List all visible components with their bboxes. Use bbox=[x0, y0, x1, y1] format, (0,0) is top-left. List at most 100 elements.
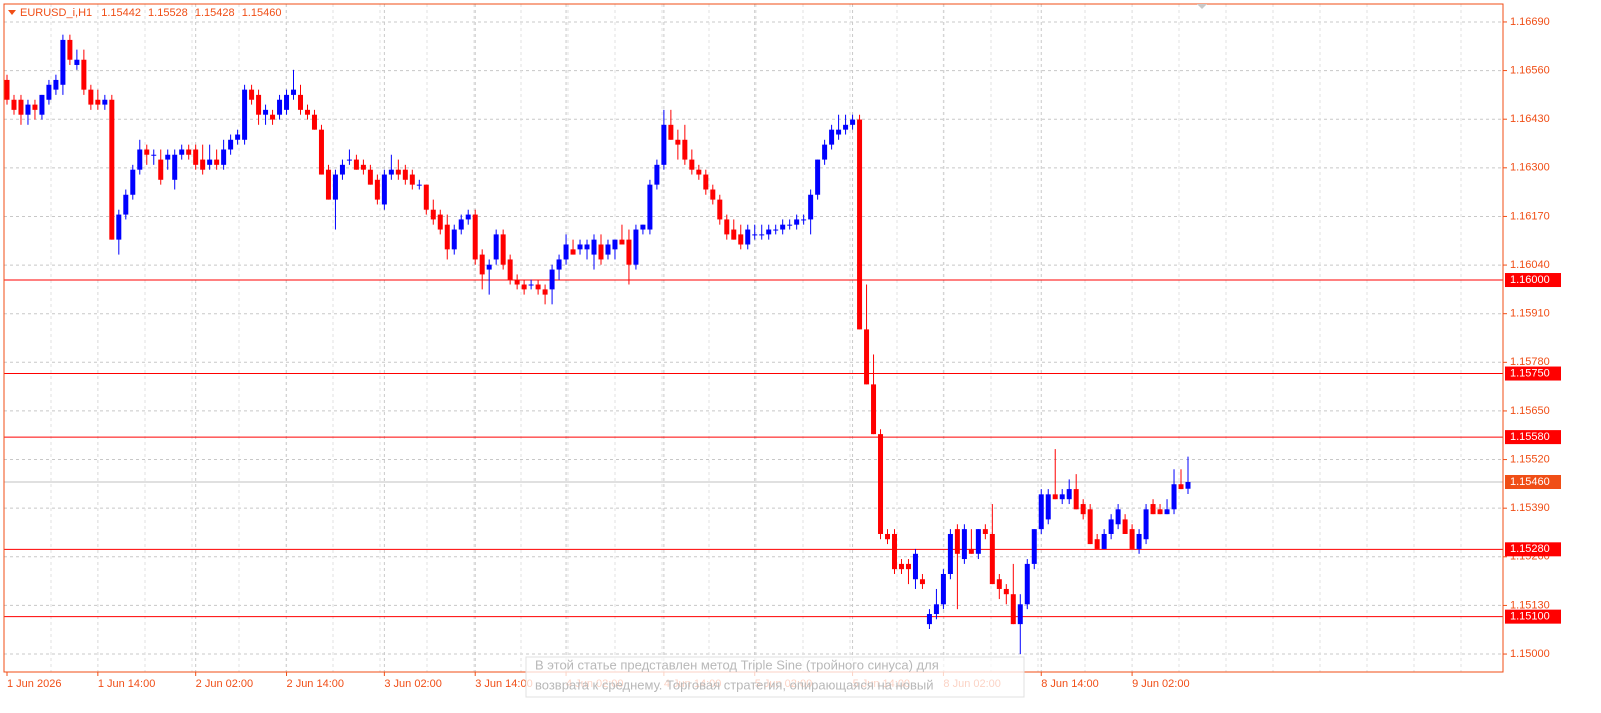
candle-body bbox=[926, 614, 932, 625]
candle-body bbox=[67, 39, 73, 60]
candle-body bbox=[102, 99, 108, 105]
candle-body bbox=[116, 214, 122, 240]
candle-body bbox=[486, 264, 492, 270]
candle-body bbox=[353, 159, 359, 170]
candle-body bbox=[982, 529, 988, 534]
y-tick-label: 1.16430 bbox=[1510, 113, 1550, 125]
candle-body bbox=[1143, 509, 1149, 540]
candle-body bbox=[472, 214, 478, 260]
candle-body bbox=[109, 99, 115, 240]
level-label: 1.15100 bbox=[1510, 611, 1550, 623]
candle-body bbox=[332, 174, 338, 200]
candle-body bbox=[905, 563, 911, 570]
candle-body bbox=[130, 169, 136, 195]
candle-body bbox=[193, 149, 199, 165]
candle-body bbox=[1164, 509, 1170, 515]
candle-body bbox=[1038, 494, 1044, 530]
candle-body bbox=[724, 219, 730, 235]
y-tick-label: 1.16560 bbox=[1510, 64, 1550, 76]
candle-body bbox=[53, 79, 59, 90]
candle-body bbox=[346, 159, 352, 161]
candle-body bbox=[277, 99, 283, 115]
candle-body bbox=[479, 254, 485, 275]
open-value: 1.15442 bbox=[101, 7, 141, 19]
candle-body bbox=[836, 129, 842, 135]
candle-body bbox=[242, 89, 248, 140]
candle-body bbox=[808, 194, 814, 220]
candle-body bbox=[95, 99, 101, 105]
candle-body bbox=[843, 124, 849, 130]
candle-body bbox=[1115, 509, 1121, 525]
level-label-box bbox=[1505, 430, 1561, 445]
tooltip-line: возврата к среднему. Торговая стратегия,… bbox=[535, 677, 933, 692]
candle-body bbox=[151, 154, 157, 156]
y-tick-label: 1.15390 bbox=[1510, 502, 1550, 514]
candle-body bbox=[912, 553, 918, 580]
shift-marker[interactable] bbox=[1197, 4, 1207, 9]
candle-body bbox=[528, 284, 534, 286]
candle-body bbox=[542, 289, 548, 295]
candle-body bbox=[766, 229, 772, 235]
candle-body bbox=[654, 164, 660, 185]
candle-body bbox=[1003, 588, 1009, 595]
candle-body bbox=[360, 164, 366, 170]
candle-body bbox=[668, 124, 674, 140]
candle-body bbox=[752, 234, 758, 236]
candle-body bbox=[430, 209, 436, 220]
candle-body bbox=[25, 104, 31, 115]
candle-body bbox=[18, 99, 24, 115]
candle-body bbox=[458, 219, 464, 230]
level-label-box bbox=[1505, 609, 1561, 624]
level-label-box bbox=[1505, 366, 1561, 381]
candle-body bbox=[549, 269, 555, 290]
x-tick-label: 3 Jun 14:00 bbox=[475, 678, 533, 690]
candle-body bbox=[584, 244, 590, 250]
candle-body bbox=[284, 94, 290, 110]
candle-body bbox=[563, 244, 569, 260]
candle-body bbox=[32, 104, 38, 110]
candle-body bbox=[444, 224, 450, 250]
candle-body bbox=[200, 159, 206, 170]
candle-body bbox=[661, 124, 667, 165]
y-tick-label: 1.16170 bbox=[1510, 210, 1550, 222]
candle-body bbox=[46, 84, 52, 100]
candle-body bbox=[940, 574, 946, 605]
y-tick-label: 1.16300 bbox=[1510, 162, 1550, 174]
candle-body bbox=[1101, 533, 1107, 549]
candle-body bbox=[633, 229, 639, 265]
candle-body bbox=[291, 89, 297, 95]
menu-arrow[interactable] bbox=[8, 10, 16, 15]
candle-body bbox=[577, 244, 583, 250]
candle-body bbox=[339, 164, 345, 175]
candle-body bbox=[123, 194, 129, 215]
candle-body bbox=[1136, 533, 1142, 549]
bid-label: 1.15460 bbox=[1510, 476, 1550, 488]
x-tick-label: 8 Jun 14:00 bbox=[1041, 678, 1099, 690]
candle-body bbox=[367, 169, 373, 185]
y-tick-label: 1.16040 bbox=[1510, 259, 1550, 271]
candle-body bbox=[1178, 484, 1184, 490]
levels bbox=[4, 279, 1503, 618]
y-tick-label: 1.15780 bbox=[1510, 356, 1550, 368]
candle-body bbox=[158, 159, 164, 180]
high-value: 1.15528 bbox=[148, 7, 188, 19]
candle-body bbox=[60, 39, 66, 85]
y-tick-label: 1.15520 bbox=[1510, 453, 1550, 465]
y-tick-label: 1.15000 bbox=[1510, 648, 1550, 660]
candle-body bbox=[165, 154, 171, 160]
candle-body bbox=[535, 284, 541, 290]
candle-body bbox=[878, 434, 884, 534]
chart-header: EURUSD_i,H1 1.15442 1.15528 1.15428 1.15… bbox=[20, 7, 281, 19]
candle-body bbox=[647, 184, 653, 230]
candle-body bbox=[298, 94, 304, 110]
candle-body bbox=[829, 129, 835, 145]
candle-body bbox=[318, 129, 324, 175]
candle-body bbox=[325, 169, 331, 200]
candle-body bbox=[1129, 529, 1135, 549]
candle-body bbox=[514, 279, 520, 285]
x-tick-label: 1 Jun 2026 bbox=[7, 678, 61, 690]
x-tick-label: 9 Jun 02:00 bbox=[1132, 678, 1190, 690]
level-label-box bbox=[1505, 273, 1561, 288]
candle-body bbox=[437, 214, 443, 230]
